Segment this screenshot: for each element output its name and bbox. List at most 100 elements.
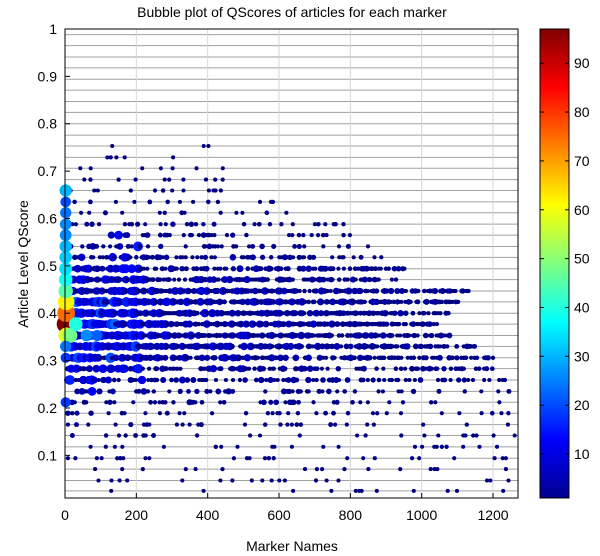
bubble-24-8: [135, 221, 141, 227]
bubble-1-15: [484, 478, 490, 483]
bubble-0-7: [374, 488, 379, 493]
bubble-11-98: [484, 366, 490, 372]
bubble-7-26: [384, 411, 389, 416]
bubble-8-33: [334, 399, 340, 405]
bubble-25-7: [182, 210, 187, 215]
bubble-11-20: [133, 363, 144, 374]
bubble-22-36: [336, 244, 342, 249]
bubble-14-152: [336, 333, 342, 338]
bubble-21-63: [372, 255, 377, 260]
bubble-21-28: [174, 255, 179, 260]
bubble-6-17: [289, 422, 294, 427]
bubble-21-62: [358, 254, 364, 260]
bubble-13-160: [395, 344, 400, 349]
bubble-14-122: [273, 333, 278, 338]
bubble-17-198: [456, 299, 461, 304]
bubble-18-132: [328, 288, 333, 294]
bubble-1-5: [218, 478, 223, 483]
bubble-9-11: [145, 389, 151, 394]
bubble-20-30: [154, 266, 159, 271]
bubble-8-4: [83, 400, 89, 405]
bubble-18-163: [421, 288, 427, 294]
bubble-23-2: [114, 230, 123, 240]
bubble-6-9: [180, 422, 185, 427]
bubble-2-1: [120, 467, 125, 472]
bubble-21-61: [351, 255, 356, 260]
bubble-18-143: [357, 288, 364, 294]
bubble-1-4: [180, 478, 185, 483]
bubble-11-96: [476, 366, 482, 371]
bubble-10-51: [294, 377, 300, 383]
bubble-19-63: [229, 277, 234, 282]
bubble-19-86: [290, 277, 295, 282]
bubble-2-5: [220, 466, 225, 472]
bubble-2-8: [320, 467, 325, 472]
bubble-14-176: [398, 333, 403, 338]
bubble-12-125: [399, 355, 404, 360]
colorbar-tick-label-8: 90: [574, 55, 590, 71]
bubble-24-7: [129, 221, 135, 227]
bubble-10-25: [169, 377, 174, 383]
bubble-10-37: [237, 377, 242, 383]
bubble-3-16: [361, 456, 366, 461]
bubble-10-20: [146, 377, 151, 383]
bubble-5-13: [363, 433, 368, 438]
bubble-11-82: [420, 365, 426, 372]
bubble-16-155: [302, 311, 307, 316]
bubble-24-14: [188, 221, 195, 227]
bubble-20-67: [300, 265, 307, 272]
bubble-14-175: [395, 333, 400, 338]
bubble-21-33: [195, 255, 200, 260]
colorbar-tick-label-1: 20: [574, 397, 590, 413]
bubble-11-48: [246, 366, 252, 371]
bubble-18-74: [191, 288, 197, 294]
bubble-11-7: [86, 365, 93, 373]
bubble-25-2: [102, 210, 108, 216]
bubble-24-13: [184, 222, 190, 227]
bubble-8-26: [283, 400, 288, 405]
bubble-6-10: [187, 422, 192, 427]
bubble-20-52: [245, 266, 251, 272]
bubble-27-11: [218, 188, 224, 193]
bubble-7-0: [65, 410, 71, 416]
bubble-12-97: [316, 354, 323, 361]
bubble-24-5: [122, 222, 128, 227]
bubble-12-145: [474, 355, 480, 361]
bubble-22-30: [259, 243, 265, 250]
bubble-3-21: [492, 456, 497, 461]
bubble-13-116: [287, 342, 295, 350]
bubble-20-3: [73, 264, 82, 273]
bubble-13-126: [319, 343, 326, 350]
bubble-7-33: [506, 411, 511, 416]
bubble-11-31: [178, 366, 183, 371]
bubble-17-178: [399, 299, 404, 304]
bubble-23-24: [287, 233, 292, 238]
bubble-18-150: [373, 288, 380, 294]
bubble-1-3: [125, 478, 130, 483]
bubble-10-73: [412, 377, 417, 383]
bubble-21-27: [163, 254, 170, 261]
bubble-21-38: [229, 254, 237, 261]
highlight-bubble-19: [80, 329, 93, 342]
bubble-31-1: [201, 143, 206, 149]
bubble-9-29: [298, 389, 303, 394]
bubble-8-41: [497, 400, 502, 405]
bubble-20-32: [163, 266, 168, 271]
bubble-22-16: [145, 244, 151, 249]
highlight-bubble-14: [60, 196, 71, 208]
bubble-10-39: [253, 377, 259, 383]
bubble-12-128: [411, 355, 417, 361]
colorbar-ticks: 10 20 30 40 50 60 70 80 90: [540, 55, 590, 462]
bubble-21-44: [259, 254, 266, 260]
bubble-22-15: [137, 243, 143, 249]
bubble-19-91: [313, 277, 318, 282]
bubble-9-7: [109, 388, 116, 395]
bubble-26-4: [132, 199, 137, 204]
bubble-17-142: [320, 299, 325, 305]
bubble-19-104: [353, 277, 358, 282]
bubble-21-30: [180, 255, 185, 260]
bubble-3-3: [99, 456, 104, 461]
bubble-20-94: [391, 265, 398, 272]
bubble-6-14: [262, 422, 268, 427]
bubble-20-65: [285, 266, 291, 272]
